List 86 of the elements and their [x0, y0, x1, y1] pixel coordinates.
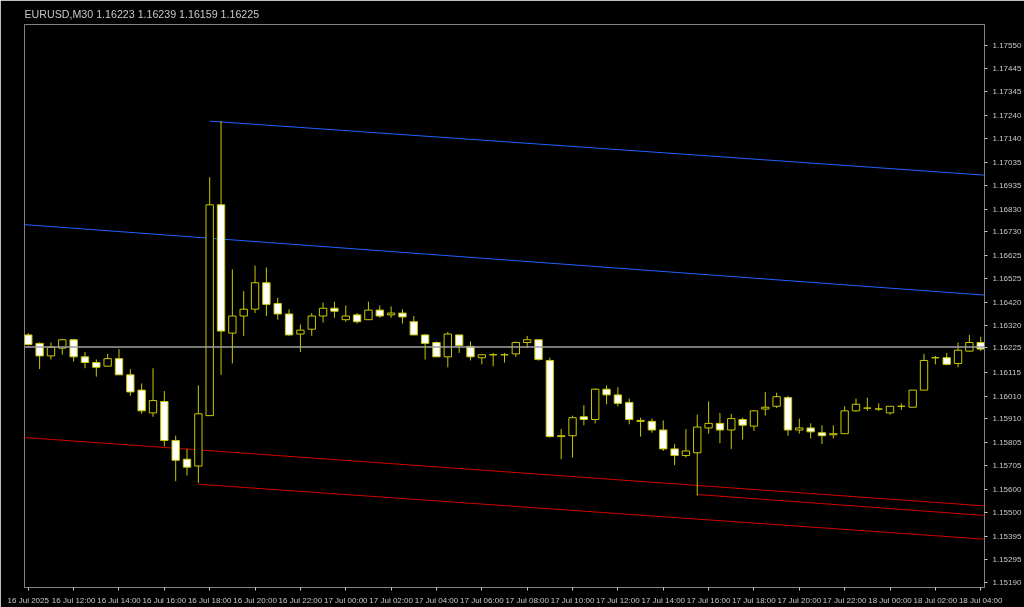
y-tick-label: 1.17035 — [992, 157, 1022, 167]
candlestick — [273, 297, 282, 321]
x-tick-label: 16 Jul 2025 — [7, 595, 50, 605]
y-tick-label: 1.16420 — [992, 298, 1022, 308]
y-tick-label: 1.16935 — [992, 180, 1022, 190]
x-tick-label: 16 Jul 12:00 — [51, 595, 96, 605]
y-tick-label: 1.16010 — [992, 391, 1022, 401]
x-tick-label: 17 Jul 00:00 — [323, 595, 369, 605]
x-tick-label: 17 Jul 16:00 — [686, 595, 731, 605]
candlestick — [602, 384, 611, 405]
x-tick-label: 17 Jul 02:00 — [369, 595, 414, 605]
chart-title: EURUSD,M30 1.16223 1.16239 1.16159 1.16225 — [24, 7, 260, 20]
candlestick — [704, 401, 713, 435]
candlestick — [126, 368, 135, 397]
y-tick-label: 1.16320 — [992, 320, 1022, 330]
y-tick-label: 1.16115 — [992, 367, 1022, 377]
candlestick — [568, 415, 577, 459]
candlestick — [239, 290, 248, 337]
candlestick — [296, 323, 305, 353]
candlestick — [659, 419, 668, 452]
candlestick — [114, 348, 124, 376]
candlestick — [625, 398, 634, 425]
candlestick — [817, 424, 827, 445]
x-tick-label: 17 Jul 22:00 — [822, 595, 867, 605]
candlestick — [80, 351, 90, 369]
x-tick-label: 16 Jul 16:00 — [142, 595, 187, 605]
x-tick-label: 16 Jul 22:00 — [278, 595, 323, 605]
x-tick-label: 17 Jul 06:00 — [460, 595, 505, 605]
x-tick-label: 17 Jul 04:00 — [414, 595, 459, 605]
candlestick — [364, 301, 373, 321]
candlestick — [613, 386, 623, 407]
candlestick — [670, 443, 679, 466]
x-tick-label: 18 Jul 04:00 — [958, 595, 1004, 605]
x-tick-label: 17 Jul 18:00 — [732, 595, 777, 605]
candlestick — [171, 435, 180, 482]
candlestick — [182, 448, 192, 477]
y-tick-label: 1.15705 — [992, 461, 1022, 471]
y-tick-label: 1.17445 — [992, 64, 1022, 74]
candlestick — [420, 333, 430, 361]
x-tick-label: 17 Jul 20:00 — [777, 595, 822, 605]
y-tick-label: 1.15500 — [992, 507, 1022, 517]
candlestick — [953, 341, 963, 368]
y-tick-label: 1.15295 — [992, 554, 1022, 564]
y-tick-label: 1.17345 — [992, 87, 1022, 97]
candlestick — [840, 405, 849, 435]
candlestick — [761, 391, 770, 417]
candlestick — [284, 308, 294, 337]
candlestick — [557, 428, 566, 460]
y-tick-label: 1.15600 — [992, 484, 1022, 494]
candlestick — [636, 417, 645, 438]
y-tick-label: 1.17550 — [992, 40, 1022, 50]
y-tick-label: 1.15190 — [992, 578, 1022, 588]
y-tick-label: 1.15910 — [992, 414, 1022, 424]
x-tick-label: 17 Jul 14:00 — [641, 595, 686, 605]
y-tick-label: 1.15805 — [992, 438, 1022, 448]
candlestick — [318, 302, 328, 324]
candlestick — [443, 331, 452, 368]
candlestick — [738, 417, 747, 441]
x-tick-label: 16 Jul 14:00 — [97, 595, 142, 605]
y-tick-label: 1.17240 — [992, 111, 1022, 121]
y-tick-label: 1.16730 — [992, 227, 1022, 237]
y-tick-label: 1.16625 — [992, 251, 1022, 261]
candlestick — [228, 268, 237, 364]
candlestick — [386, 305, 396, 319]
candlestick — [715, 412, 725, 444]
y-tick-label: 1.17140 — [992, 133, 1022, 143]
candlestick — [148, 367, 158, 418]
candlestick — [137, 383, 146, 415]
candlestick — [262, 266, 271, 317]
x-tick-label: 17 Jul 10:00 — [550, 595, 595, 605]
x-tick-label: 17 Jul 12:00 — [596, 595, 641, 605]
x-tick-label: 18 Jul 00:00 — [868, 595, 913, 605]
x-tick-label: 18 Jul 02:00 — [913, 595, 958, 605]
y-tick-label: 1.15395 — [992, 531, 1022, 541]
candlestick — [579, 404, 589, 426]
x-tick-label: 16 Jul 18:00 — [187, 595, 233, 605]
candlestick — [681, 428, 691, 459]
x-tick-label: 16 Jul 20:00 — [233, 595, 278, 605]
ref-line-label: 1.16225 — [992, 342, 1022, 352]
y-tick-label: 1.16525 — [992, 274, 1022, 284]
candlestick — [307, 312, 316, 337]
y-tick-label: 1.16830 — [992, 204, 1022, 214]
candlestick — [454, 334, 464, 354]
candlestick — [409, 315, 418, 336]
x-tick-label: 17 Jul 08:00 — [505, 595, 550, 605]
candlestick — [727, 413, 736, 450]
